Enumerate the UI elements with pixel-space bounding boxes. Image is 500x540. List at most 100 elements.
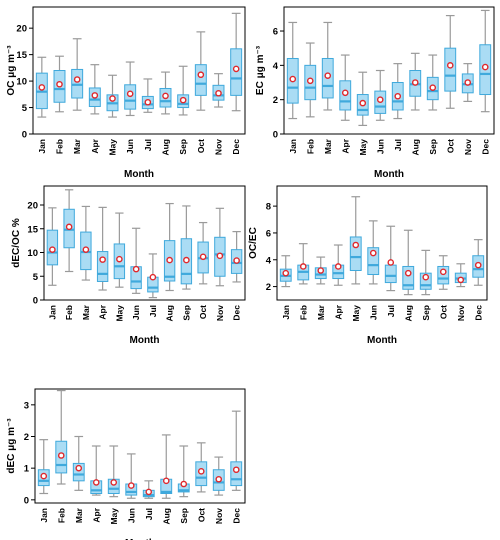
mean-marker — [149, 273, 157, 281]
mean-marker — [464, 79, 472, 86]
mean-marker — [127, 482, 135, 489]
y-axis-title: OC/EC — [248, 227, 259, 259]
x-axis-title: Month — [130, 335, 160, 346]
chart-panel-3: 0 5 10 15 20 dEC/OC % Jan Feb Mar Apr May Jun Jul Aug… — [11, 185, 246, 346]
x-tick-label: Jul — [393, 139, 403, 151]
y-tick-label: 5 — [33, 272, 39, 283]
x-tick-label: Jan — [281, 305, 291, 320]
x-axis-title: Month — [367, 335, 397, 346]
plot-frame — [34, 388, 246, 504]
x-tick-label: Sep — [421, 305, 431, 321]
iqr-box — [194, 64, 207, 96]
mean-marker — [116, 255, 123, 263]
box-sep — [177, 65, 190, 116]
y-tick-label: 4 — [273, 61, 279, 72]
x-tick-label: Aug — [161, 139, 171, 156]
mean-marker — [40, 472, 48, 480]
x-tick-label: Dec — [473, 305, 483, 321]
box-may — [107, 445, 120, 498]
x-tick-label: Jun — [125, 139, 135, 154]
x-tick-label: Dec — [480, 139, 490, 155]
mean-marker — [359, 99, 367, 107]
mean-marker — [91, 92, 99, 99]
box-sep — [180, 205, 193, 290]
box-jan — [279, 255, 292, 288]
box-may — [349, 196, 362, 285]
x-tick-label: Nov — [214, 508, 224, 524]
mean-marker — [481, 63, 489, 71]
mean-marker — [82, 246, 90, 253]
mean-marker — [144, 98, 152, 106]
x-tick-label: Sep — [178, 139, 188, 155]
box-nov — [454, 263, 467, 288]
chart-panel-5: 0 1 2 3 dEC μg m⁻³ Jan Feb Mar Apr May Jun Jul Aug Se… — [6, 388, 246, 540]
box-nov — [212, 456, 225, 496]
box-apr — [90, 445, 103, 496]
x-tick-label: Jan — [37, 139, 47, 154]
y-tick-label: 0 — [273, 130, 278, 141]
mean-marker — [232, 466, 240, 474]
box-jul — [147, 253, 159, 299]
box-apr — [332, 244, 345, 286]
box-jan — [35, 56, 48, 118]
mean-marker — [376, 96, 384, 103]
mean-marker — [197, 468, 205, 475]
box-nov — [212, 73, 225, 108]
mean-marker — [56, 80, 63, 88]
x-tick-label: Feb — [56, 508, 66, 523]
x-tick-label: Jan — [288, 139, 298, 154]
mean-marker — [457, 276, 465, 284]
box-nov — [461, 63, 474, 102]
mean-marker — [306, 77, 314, 85]
box-jul — [384, 225, 397, 292]
mean-marker — [369, 249, 377, 257]
box-jul — [141, 78, 154, 113]
box-may — [113, 212, 126, 288]
iqr-box — [402, 265, 415, 290]
x-tick-label: Jun — [375, 139, 385, 154]
mean-marker — [183, 256, 190, 264]
box-aug — [402, 229, 415, 296]
mean-marker — [215, 89, 222, 97]
x-tick-label: Mar — [72, 138, 82, 154]
x-tick-label: Apr — [90, 138, 100, 153]
x-tick-label: Apr — [98, 304, 108, 319]
x-tick-label: Dec — [231, 508, 241, 524]
x-tick-label: May — [114, 305, 124, 322]
x-tick-label: Aug — [410, 139, 420, 156]
x-tick-label: Aug — [403, 305, 413, 322]
y-tick-label: 10 — [27, 248, 38, 259]
box-oct — [437, 255, 450, 290]
x-tick-label: Feb — [64, 305, 74, 320]
mean-marker — [289, 75, 297, 83]
x-tick-label: Jan — [39, 508, 49, 523]
box-jun — [130, 227, 142, 294]
x-tick-label: Nov — [463, 139, 473, 155]
box-jun — [367, 220, 380, 285]
plot-frame — [32, 6, 246, 135]
mean-marker — [162, 92, 169, 100]
x-tick-label: Jun — [368, 305, 378, 320]
iqr-box — [96, 251, 109, 282]
y-tick-label: 1 — [24, 464, 30, 475]
box-mar — [71, 38, 84, 111]
x-tick-label: Feb — [55, 139, 65, 154]
mean-marker — [162, 477, 170, 485]
plot-frame — [43, 185, 246, 301]
iqr-box — [72, 462, 85, 482]
mean-marker — [197, 71, 205, 79]
mean-marker — [57, 452, 65, 459]
y-tick-label: 0 — [33, 296, 38, 307]
mean-marker — [199, 253, 207, 261]
x-tick-label: Oct — [196, 508, 206, 522]
iqr-box — [419, 272, 432, 290]
x-tick-label: Apr — [340, 138, 350, 153]
y-tick-label: 5 — [22, 103, 28, 114]
mean-marker — [99, 256, 106, 263]
x-tick-label: Jul — [144, 508, 154, 520]
box-dec — [479, 9, 492, 113]
chart-panel-2: 0 2 4 6 EC μg m⁻³ Jan Feb Mar Apr May Jun Jul Aug Sep… — [255, 6, 495, 180]
mean-marker — [38, 84, 46, 91]
box-oct — [444, 14, 457, 109]
